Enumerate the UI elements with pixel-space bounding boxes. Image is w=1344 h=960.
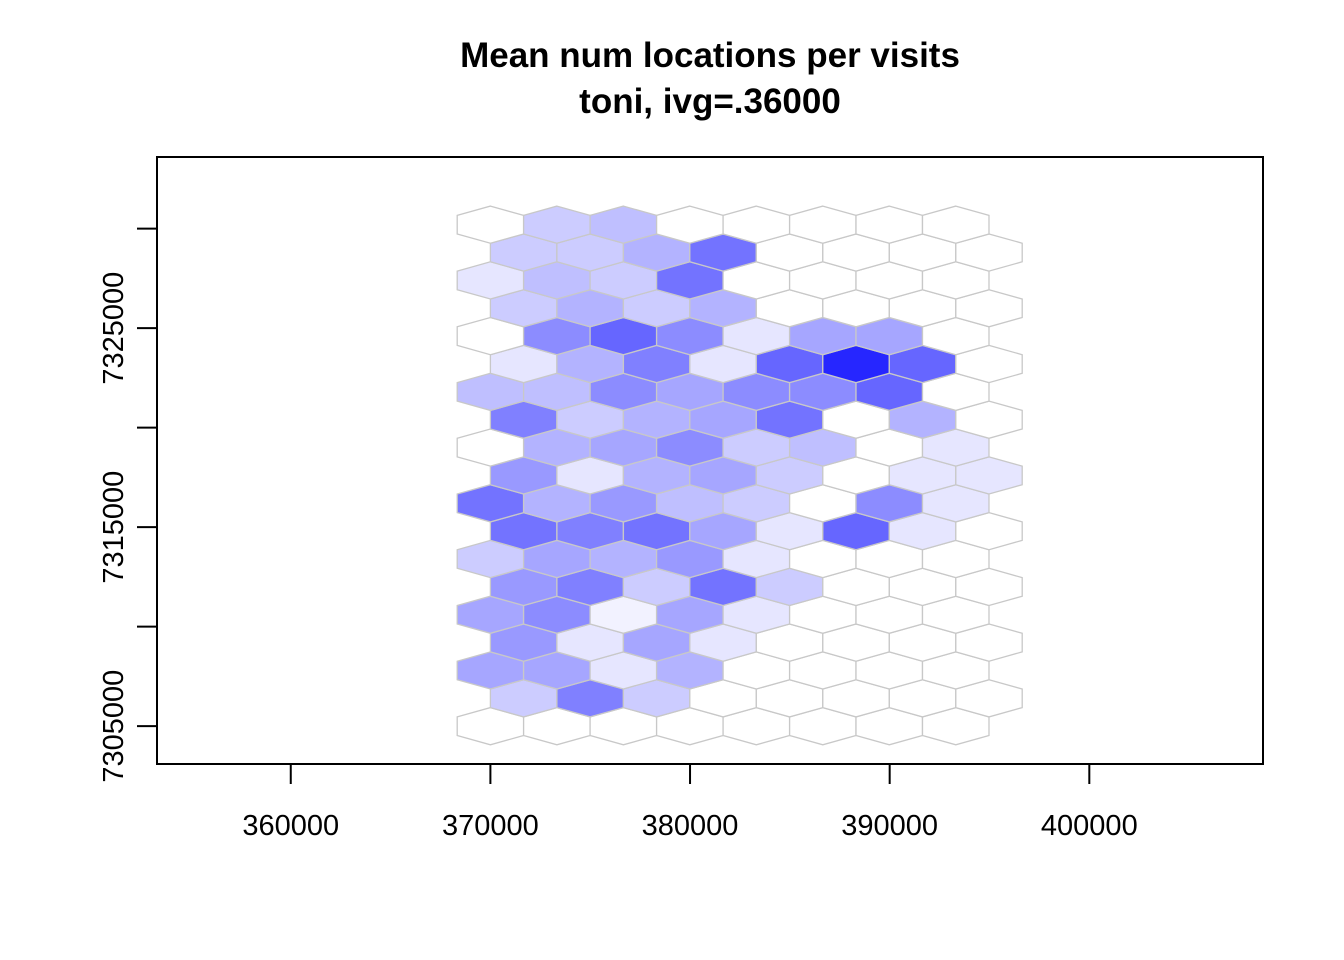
x-axis: 360000 370000 380000 390000 400000 bbox=[242, 764, 1138, 842]
x-tick-label: 400000 bbox=[1041, 810, 1138, 842]
chart-subtitle: toni, ivg=.36000 bbox=[579, 82, 841, 121]
chart-title: Mean num locations per visits bbox=[460, 36, 960, 75]
x-tick-label: 380000 bbox=[642, 810, 739, 842]
x-tick-label: 390000 bbox=[841, 810, 938, 842]
hex-cell bbox=[921, 205, 990, 244]
y-tick-label: 7325000 bbox=[98, 272, 130, 385]
y-tick-label: 7315000 bbox=[98, 471, 130, 584]
y-axis: 7305000 7315000 7325000 bbox=[98, 227, 157, 783]
y-tick-label: 7305000 bbox=[98, 670, 130, 783]
plot-frame bbox=[156, 156, 1264, 765]
x-tick-label: 370000 bbox=[442, 810, 539, 842]
hex-cells-layer bbox=[456, 205, 1023, 746]
x-tick-label: 360000 bbox=[242, 810, 339, 842]
